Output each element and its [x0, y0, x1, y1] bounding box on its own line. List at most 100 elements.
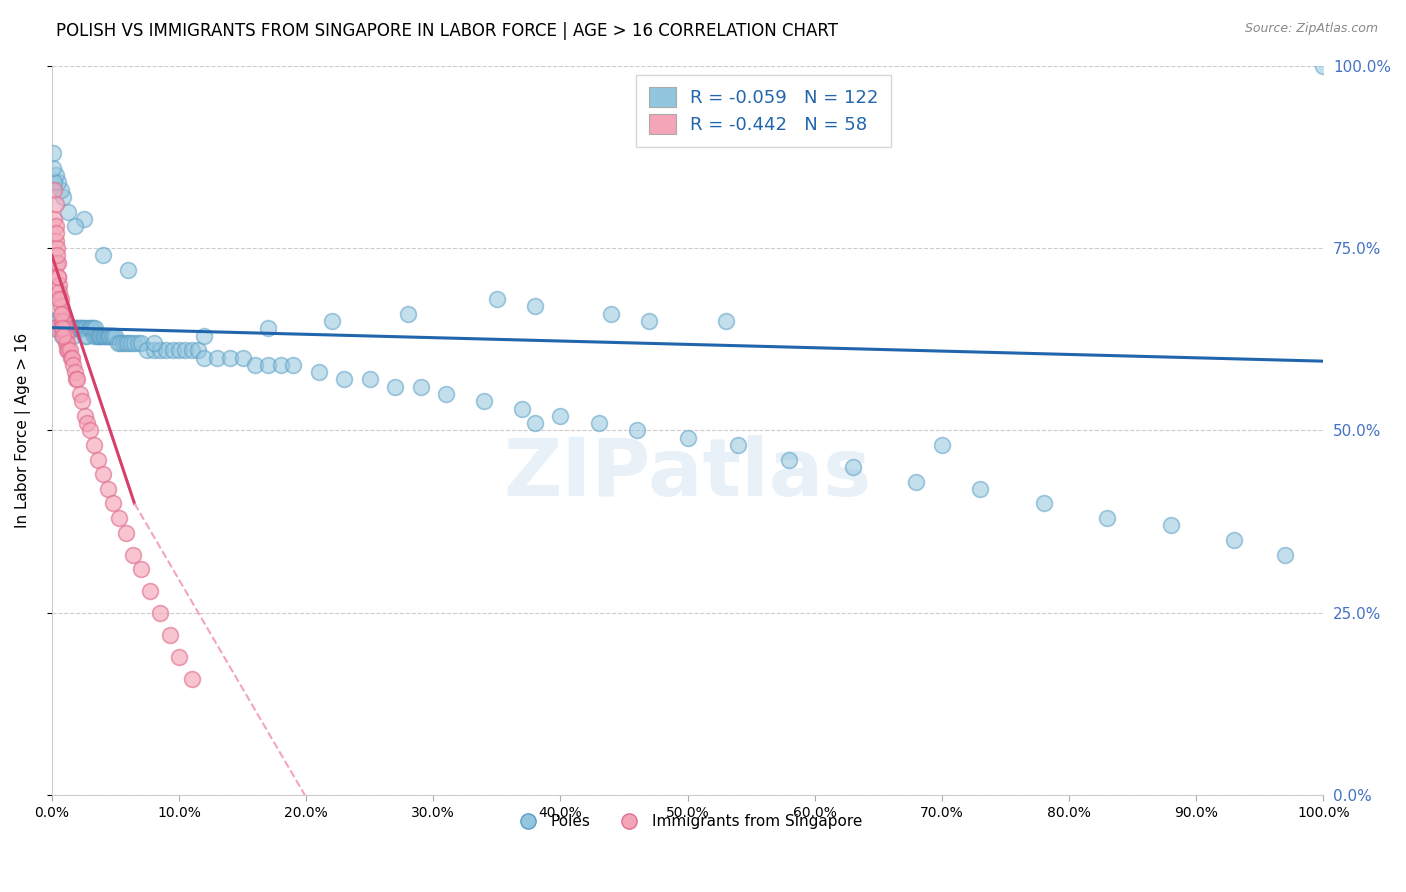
Point	[72, 321, 94, 335]
Point	[193, 351, 215, 365]
Point	[842, 460, 865, 475]
Point	[65, 321, 87, 335]
Point	[149, 606, 172, 620]
Point	[180, 343, 202, 358]
Point	[129, 335, 152, 350]
Point	[46, 255, 69, 269]
Point	[91, 248, 114, 262]
Point	[205, 351, 228, 365]
Point	[333, 372, 356, 386]
Point	[60, 321, 83, 335]
Point	[142, 335, 165, 350]
Point	[51, 321, 73, 335]
Point	[45, 234, 67, 248]
Point	[550, 409, 572, 423]
Point	[80, 321, 103, 335]
Point	[63, 365, 86, 379]
Point	[53, 321, 76, 335]
Point	[42, 161, 65, 175]
Point	[167, 343, 190, 358]
Point	[72, 211, 94, 226]
Point	[100, 328, 122, 343]
Text: POLISH VS IMMIGRANTS FROM SINGAPORE IN LABOR FORCE | AGE > 16 CORRELATION CHART: POLISH VS IMMIGRANTS FROM SINGAPORE IN L…	[56, 22, 838, 40]
Point	[53, 321, 76, 335]
Point	[1223, 533, 1246, 547]
Point	[42, 146, 65, 161]
Point	[86, 328, 108, 343]
Point	[44, 211, 66, 226]
Point	[283, 358, 305, 372]
Point	[155, 343, 177, 358]
Point	[510, 401, 533, 416]
Point	[110, 335, 132, 350]
Point	[44, 175, 66, 189]
Point	[66, 321, 89, 335]
Point	[409, 380, 432, 394]
Point	[124, 335, 146, 350]
Point	[122, 548, 145, 562]
Point	[72, 394, 94, 409]
Point	[49, 292, 72, 306]
Point	[83, 438, 105, 452]
Point	[149, 343, 172, 358]
Point	[87, 328, 110, 343]
Text: ZIPatlas: ZIPatlas	[503, 435, 872, 513]
Point	[91, 467, 114, 482]
Point	[232, 351, 254, 365]
Point	[969, 482, 991, 496]
Point	[1095, 511, 1118, 525]
Point	[46, 175, 69, 189]
Point	[45, 248, 67, 262]
Point	[778, 452, 800, 467]
Point	[1274, 548, 1296, 562]
Point	[73, 328, 96, 343]
Point	[58, 343, 80, 358]
Point	[117, 335, 139, 350]
Point	[45, 321, 67, 335]
Point	[59, 321, 82, 335]
Point	[931, 438, 953, 452]
Point	[46, 270, 69, 285]
Point	[97, 328, 120, 343]
Point	[52, 321, 75, 335]
Point	[42, 321, 65, 335]
Point	[108, 511, 131, 525]
Point	[75, 321, 97, 335]
Point	[49, 307, 72, 321]
Point	[52, 190, 75, 204]
Point	[905, 475, 928, 489]
Point	[73, 409, 96, 423]
Y-axis label: In Labor Force | Age > 16: In Labor Force | Age > 16	[15, 333, 31, 528]
Point	[359, 372, 381, 386]
Point	[91, 328, 114, 343]
Point	[83, 328, 105, 343]
Point	[51, 314, 73, 328]
Point	[45, 168, 67, 182]
Point	[112, 335, 135, 350]
Point	[180, 672, 202, 686]
Point	[46, 314, 69, 328]
Point	[142, 343, 165, 358]
Point	[104, 328, 127, 343]
Point	[97, 482, 120, 496]
Point	[49, 300, 72, 314]
Point	[136, 343, 159, 358]
Point	[86, 452, 108, 467]
Point	[107, 335, 129, 350]
Point	[218, 351, 240, 365]
Point	[187, 343, 209, 358]
Point	[45, 219, 67, 234]
Point	[52, 328, 75, 343]
Point	[79, 424, 101, 438]
Point	[162, 343, 184, 358]
Point	[55, 321, 77, 335]
Point	[56, 321, 79, 335]
Point	[45, 241, 67, 255]
Point	[65, 372, 87, 386]
Point	[72, 321, 94, 335]
Point	[1032, 496, 1054, 510]
Point	[193, 328, 215, 343]
Point	[77, 321, 100, 335]
Point	[129, 562, 152, 576]
Point	[1312, 59, 1334, 73]
